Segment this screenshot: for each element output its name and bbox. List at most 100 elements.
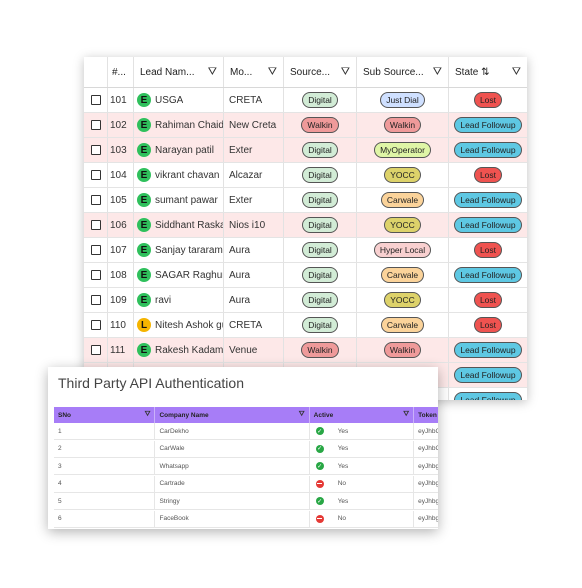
checkbox-icon[interactable] xyxy=(90,220,101,230)
api-active-cell: No xyxy=(310,475,415,492)
state-badge: Lead Followup xyxy=(454,117,522,133)
api-row[interactable]: 3 Whatsapp ✓ Yes eyJhbg xyxy=(54,458,438,475)
filter-icon[interactable]: ⛛ xyxy=(340,65,350,78)
checkbox-icon[interactable] xyxy=(90,170,101,180)
checkbox-icon[interactable] xyxy=(90,295,101,305)
lead-name-cell[interactable]: E Siddhant Raskar xyxy=(134,213,224,237)
api-row[interactable]: 4 Cartrade No eyJhbg xyxy=(54,475,438,493)
header-sub-source-label: Sub Source... xyxy=(363,66,424,78)
row-select[interactable] xyxy=(84,88,108,112)
checkbox-icon[interactable] xyxy=(90,320,101,330)
lead-name-cell[interactable]: E Rahiman Chaidh xyxy=(134,113,224,137)
lead-name-cell[interactable]: L Nitesh Ashok gu xyxy=(134,313,224,337)
lead-row[interactable]: 103 E Narayan patil Exter Digital MyOperator L… xyxy=(84,138,527,163)
row-select[interactable] xyxy=(84,188,108,212)
api-token: eyJhbG xyxy=(418,427,438,435)
checkbox-icon[interactable] xyxy=(90,345,101,355)
sub-source-badge: Carwale xyxy=(380,267,425,283)
checkbox-icon[interactable] xyxy=(90,195,101,205)
lead-row[interactable]: 101 E USGA CRETA Digital Just Dial Lost xyxy=(84,88,527,113)
minus-circle-icon xyxy=(315,479,324,488)
lead-name: Narayan patil xyxy=(155,144,214,156)
row-select[interactable] xyxy=(84,288,108,312)
checkbox-icon[interactable] xyxy=(90,120,101,130)
header-model[interactable]: Mo... ⛛ xyxy=(224,57,284,87)
filter-icon[interactable]: ⛛ xyxy=(207,65,217,78)
source-badge: Digital xyxy=(302,142,338,158)
filter-icon[interactable]: ⛛ xyxy=(403,411,410,418)
filter-icon[interactable]: ⛛ xyxy=(144,411,151,418)
sub-source-badge: Hyper Local xyxy=(373,242,432,258)
lead-row[interactable]: 106 E Siddhant Raskar Nios i10 Digital YOCC Le… xyxy=(84,213,527,238)
api-header-active[interactable]: Active ⛛ xyxy=(310,407,415,423)
lead-name-cell[interactable]: E Sanjay tararam S xyxy=(134,238,224,262)
lead-name-cell[interactable]: E Narayan patil xyxy=(134,138,224,162)
lead-model: Aura xyxy=(224,238,284,262)
lead-name-cell[interactable]: E SAGAR Raghuna xyxy=(134,263,224,287)
state-badge: Lead Followup xyxy=(454,217,522,233)
lead-state-cell: Lost xyxy=(449,88,527,112)
api-row[interactable]: 5 Stringy ✓ Yes eyJhbg xyxy=(54,493,438,510)
api-token: eyJhbg xyxy=(418,497,438,505)
lead-row[interactable]: 102 E Rahiman Chaidh New Creta Walkin Walkin L… xyxy=(84,113,527,138)
filter-icon[interactable]: ⛛ xyxy=(298,411,305,418)
api-header-company[interactable]: Company Name ⛛ xyxy=(155,407,310,423)
row-select[interactable] xyxy=(84,338,108,362)
api-active-cell: ✓ Yes xyxy=(310,423,415,439)
row-select[interactable] xyxy=(84,263,108,287)
lead-name: Siddhant Raskar xyxy=(155,219,223,231)
checkbox-icon[interactable] xyxy=(90,145,101,155)
filter-icon[interactable]: ⛛ xyxy=(511,65,521,78)
row-select[interactable] xyxy=(84,213,108,237)
row-select[interactable] xyxy=(84,163,108,187)
header-state[interactable]: State ⇅ ⛛ xyxy=(449,57,527,87)
sub-source-badge: YOCC xyxy=(384,167,421,183)
lead-model: CRETA xyxy=(224,313,284,337)
header-sub-source[interactable]: Sub Source... ⛛ xyxy=(357,57,449,87)
source-badge: Digital xyxy=(302,167,338,183)
lead-row[interactable]: 111 E Rakesh Kadam Venue Walkin Walkin Lead Fo… xyxy=(84,338,527,363)
api-header-token[interactable]: Token xyxy=(414,407,438,423)
lead-name-cell[interactable]: E Rakesh Kadam xyxy=(134,338,224,362)
api-row[interactable]: 6 FaceBook No eyJhbg xyxy=(54,510,438,528)
api-sno: 2 xyxy=(54,440,156,457)
source-badge: Digital xyxy=(302,317,338,333)
row-select[interactable] xyxy=(84,138,108,162)
checkbox-icon[interactable] xyxy=(90,270,101,280)
lead-name: USGA xyxy=(155,94,184,106)
check-circle-icon: ✓ xyxy=(315,444,324,453)
header-number[interactable]: #... xyxy=(108,57,134,87)
api-active-label: Yes xyxy=(337,497,349,505)
filter-icon[interactable]: ⛛ xyxy=(432,65,442,78)
lead-row[interactable]: 110 L Nitesh Ashok gu CRETA Digital Carwale Lo… xyxy=(84,313,527,338)
lead-sub-source-cell: Walkin xyxy=(357,113,449,137)
filter-icon[interactable]: ⛛ xyxy=(267,65,277,78)
row-select[interactable] xyxy=(84,238,108,262)
checkbox-icon[interactable] xyxy=(90,95,101,105)
api-sno: 1 xyxy=(54,423,156,439)
lead-name-cell[interactable]: E USGA xyxy=(134,88,224,112)
header-lead-name[interactable]: Lead Nam... ⛛ xyxy=(134,57,224,87)
row-select[interactable] xyxy=(84,313,108,337)
sub-source-badge: Walkin xyxy=(383,117,422,133)
header-source[interactable]: Source... ⛛ xyxy=(284,57,357,87)
avatar: E xyxy=(137,193,151,207)
leads-header-row: #... Lead Nam... ⛛ Mo... ⛛ Source... ⛛ Sub … xyxy=(84,57,527,88)
leads-body: 101 E USGA CRETA Digital Just Dial Lost 102 E Rah… xyxy=(84,88,527,400)
source-badge: Digital xyxy=(302,267,338,283)
lead-source-cell: Digital xyxy=(284,188,357,212)
api-sno: 3 xyxy=(54,458,156,474)
checkbox-icon[interactable] xyxy=(90,245,101,255)
api-header-sno[interactable]: SNo ⛛ xyxy=(54,407,156,423)
row-select[interactable] xyxy=(84,113,108,137)
